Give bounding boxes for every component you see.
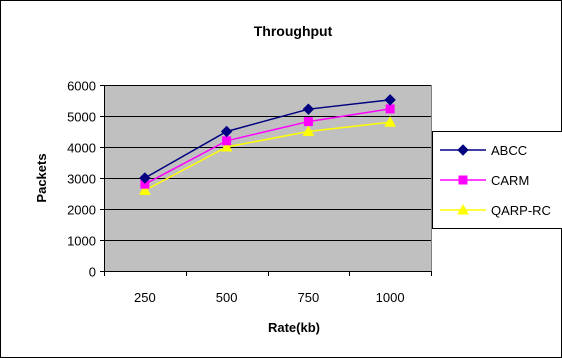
x-axis-title: Rate(kb)	[268, 320, 320, 335]
data-point	[302, 103, 315, 115]
x-tick-label: 1000	[376, 290, 405, 305]
series-line	[144, 99, 391, 179]
series-lines	[139, 94, 396, 195]
data-point	[303, 117, 313, 127]
data-point	[220, 140, 233, 152]
x-tick-label: 250	[134, 290, 156, 305]
y-tick-label: 6000	[67, 79, 96, 94]
series-qarp-rc	[139, 116, 396, 195]
data-point	[222, 136, 232, 146]
gridlines	[104, 85, 431, 241]
y-tick-label: 3000	[67, 172, 96, 187]
chart-title: Throughput	[254, 23, 333, 39]
legend-marker	[457, 144, 469, 156]
y-axis-title: Packets	[34, 153, 49, 202]
y-tick-label: 0	[89, 265, 96, 280]
data-point	[384, 116, 396, 127]
legend-label: QARP-RC	[491, 203, 551, 218]
series-line	[144, 108, 391, 185]
y-tick-labels: 0 1000 2000 3000 4000 5000 6000	[67, 79, 96, 280]
x-tick-labels: 250 500 750 1000	[134, 290, 405, 305]
legend-label: ABCC	[491, 143, 527, 158]
legend-entry: ABCC	[440, 143, 527, 158]
data-point	[384, 94, 396, 106]
x-tick-label: 750	[298, 290, 320, 305]
legend-entry: QARP-RC	[440, 203, 551, 218]
data-point	[139, 172, 151, 184]
legend-label: CARM	[491, 173, 529, 188]
y-tick-label: 5000	[67, 110, 96, 125]
x-tick-label: 500	[216, 290, 238, 305]
series-carm	[140, 104, 395, 189]
legend-marker	[457, 203, 469, 215]
series-abcc	[139, 94, 396, 184]
legend-entries: ABCC CARM QARP-RC	[440, 143, 551, 218]
data-point	[139, 184, 151, 195]
y-tick-label: 4000	[67, 141, 96, 156]
legend-marker	[458, 175, 468, 185]
y-tick-label: 2000	[67, 203, 96, 218]
data-point	[220, 125, 233, 138]
data-point	[302, 125, 315, 136]
y-tick-label: 1000	[67, 234, 96, 249]
axes	[100, 85, 432, 276]
data-point	[385, 104, 395, 114]
series-line	[144, 121, 391, 192]
legend-entry: CARM	[440, 173, 529, 188]
